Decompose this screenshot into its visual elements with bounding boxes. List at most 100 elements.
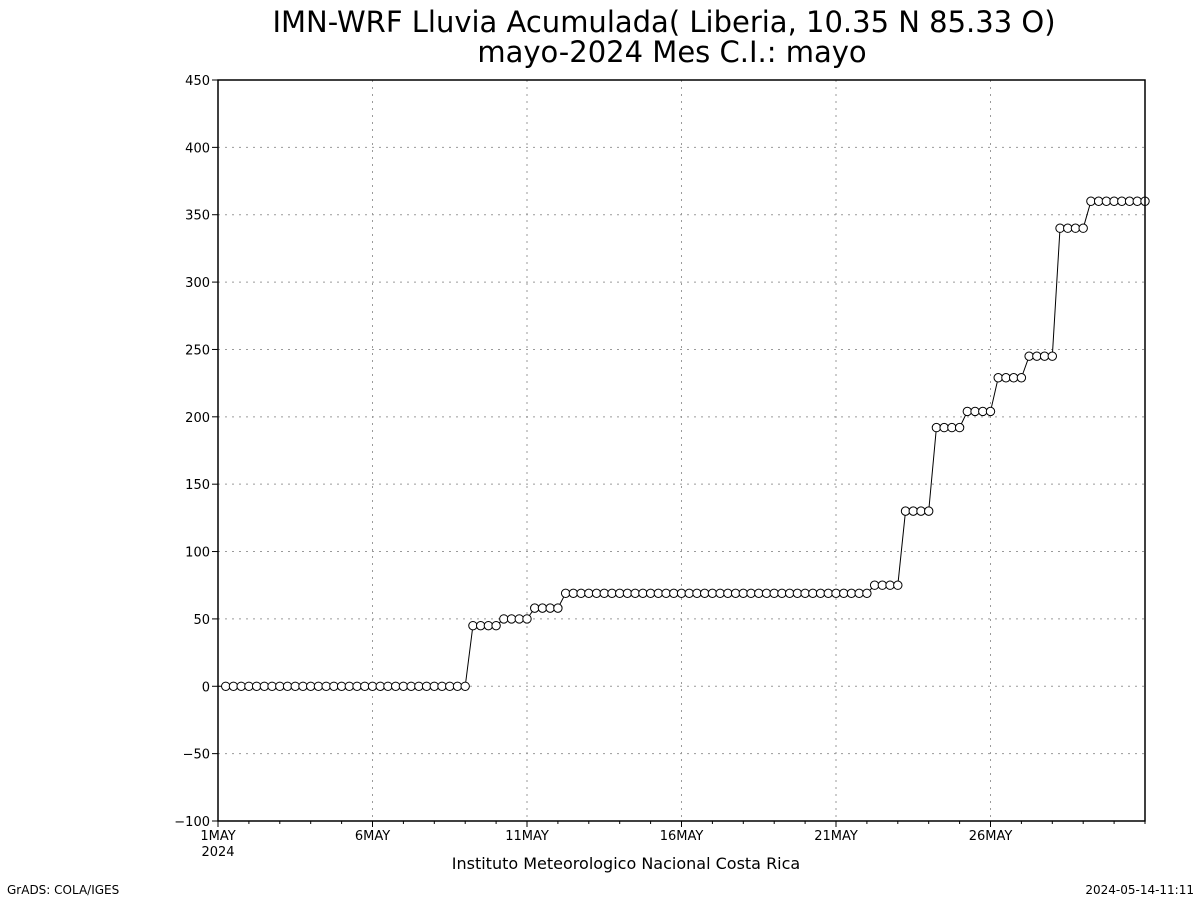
data-point <box>545 603 555 613</box>
data-point <box>846 588 857 599</box>
data-point <box>900 506 911 516</box>
data-point <box>761 588 772 599</box>
data-point <box>329 681 339 691</box>
data-point <box>1055 223 1065 233</box>
data-point <box>784 588 795 599</box>
data-point <box>336 681 347 691</box>
data-point <box>406 681 416 691</box>
data-point <box>414 681 424 691</box>
y-tick-label: 400 <box>185 141 210 156</box>
data-point <box>738 588 748 599</box>
data-point <box>1101 196 1112 206</box>
footer-right: 2024-05-14-11:11 <box>1085 883 1194 897</box>
data-point <box>792 588 803 599</box>
y-tick-label: 300 <box>185 276 210 291</box>
data-point <box>1001 373 1011 383</box>
data-point <box>244 681 254 691</box>
data-point <box>715 588 725 599</box>
data-point <box>676 588 687 599</box>
data-point <box>885 580 895 590</box>
data-point <box>251 681 262 691</box>
x-tick-label: 26MAY <box>969 829 1013 844</box>
data-point <box>452 681 463 691</box>
data-point <box>568 588 579 599</box>
data-point <box>839 588 849 599</box>
data-point <box>1016 373 1027 383</box>
data-point <box>236 681 246 691</box>
data-point <box>375 681 385 691</box>
data-point <box>985 406 996 417</box>
data-point <box>599 588 609 599</box>
data-point <box>352 681 362 691</box>
x-tick-label: 1MAY <box>200 829 235 844</box>
data-point <box>862 588 872 599</box>
chart-subtitle: mayo-2024 Mes C.I.: mayo <box>477 35 866 69</box>
data-point <box>483 620 494 631</box>
data-point <box>1124 196 1135 206</box>
data-point <box>699 588 710 599</box>
y-tick-label: 250 <box>185 343 210 358</box>
data-point <box>746 588 756 599</box>
data-point <box>1117 196 1127 206</box>
data-point <box>475 620 486 631</box>
data-point <box>1024 351 1034 361</box>
x-tick-label: 11MAY <box>505 829 549 844</box>
data-point <box>522 614 532 624</box>
data-point <box>622 588 633 599</box>
data-point <box>584 588 594 599</box>
data-point <box>275 681 285 691</box>
data-point <box>491 620 501 631</box>
plot-frame <box>217 79 1146 822</box>
data-point <box>645 588 656 599</box>
data-point <box>1109 196 1119 206</box>
data-point <box>445 681 455 691</box>
data-point <box>1086 196 1096 206</box>
data-point <box>854 588 864 599</box>
data-point <box>962 406 973 417</box>
data-point <box>460 681 470 691</box>
data-point <box>1063 223 1073 233</box>
data-point <box>669 588 679 599</box>
data-point <box>1032 351 1042 361</box>
data-point <box>954 422 965 433</box>
data-point <box>800 588 810 599</box>
data-point <box>560 588 571 599</box>
y-tick-label: 0 <box>202 680 210 695</box>
data-point <box>823 588 833 599</box>
data-point <box>723 588 733 599</box>
x-tick-label: 16MAY <box>660 829 704 844</box>
x-tick-label: 21MAY <box>814 829 858 844</box>
data-point <box>398 681 409 691</box>
data-point <box>306 681 316 691</box>
data-point <box>893 580 903 590</box>
chart-title: IMN-WRF Lluvia Acumulada( Liberia, 10.35… <box>272 5 1055 39</box>
data-point <box>777 588 787 599</box>
data-point <box>607 588 617 599</box>
x-tick-label: 6MAY <box>355 829 390 844</box>
data-point <box>576 588 586 599</box>
data-point <box>638 588 648 599</box>
data-point <box>290 681 300 691</box>
data-point <box>615 588 625 599</box>
y-axis: −100 −50 0 50 100 150 200 250 300 350 400 450 <box>174 74 218 830</box>
data-point <box>553 603 563 613</box>
data-point <box>514 614 524 624</box>
data-point <box>259 681 270 691</box>
series-accumulated-rain <box>218 196 1150 691</box>
y-tick-label: 200 <box>185 411 210 426</box>
data-point <box>360 681 370 691</box>
data-point <box>769 588 779 599</box>
grid-lines <box>218 80 1145 821</box>
data-point <box>877 580 888 590</box>
data-point <box>692 588 702 599</box>
data-point <box>468 620 478 631</box>
data-point <box>684 588 694 599</box>
data-point <box>298 681 308 691</box>
data-point <box>1132 196 1142 206</box>
footer-left: GrADS: COLA/IGES <box>7 883 119 897</box>
data-point <box>437 681 447 691</box>
data-point <box>1008 373 1019 383</box>
data-point <box>313 681 324 691</box>
